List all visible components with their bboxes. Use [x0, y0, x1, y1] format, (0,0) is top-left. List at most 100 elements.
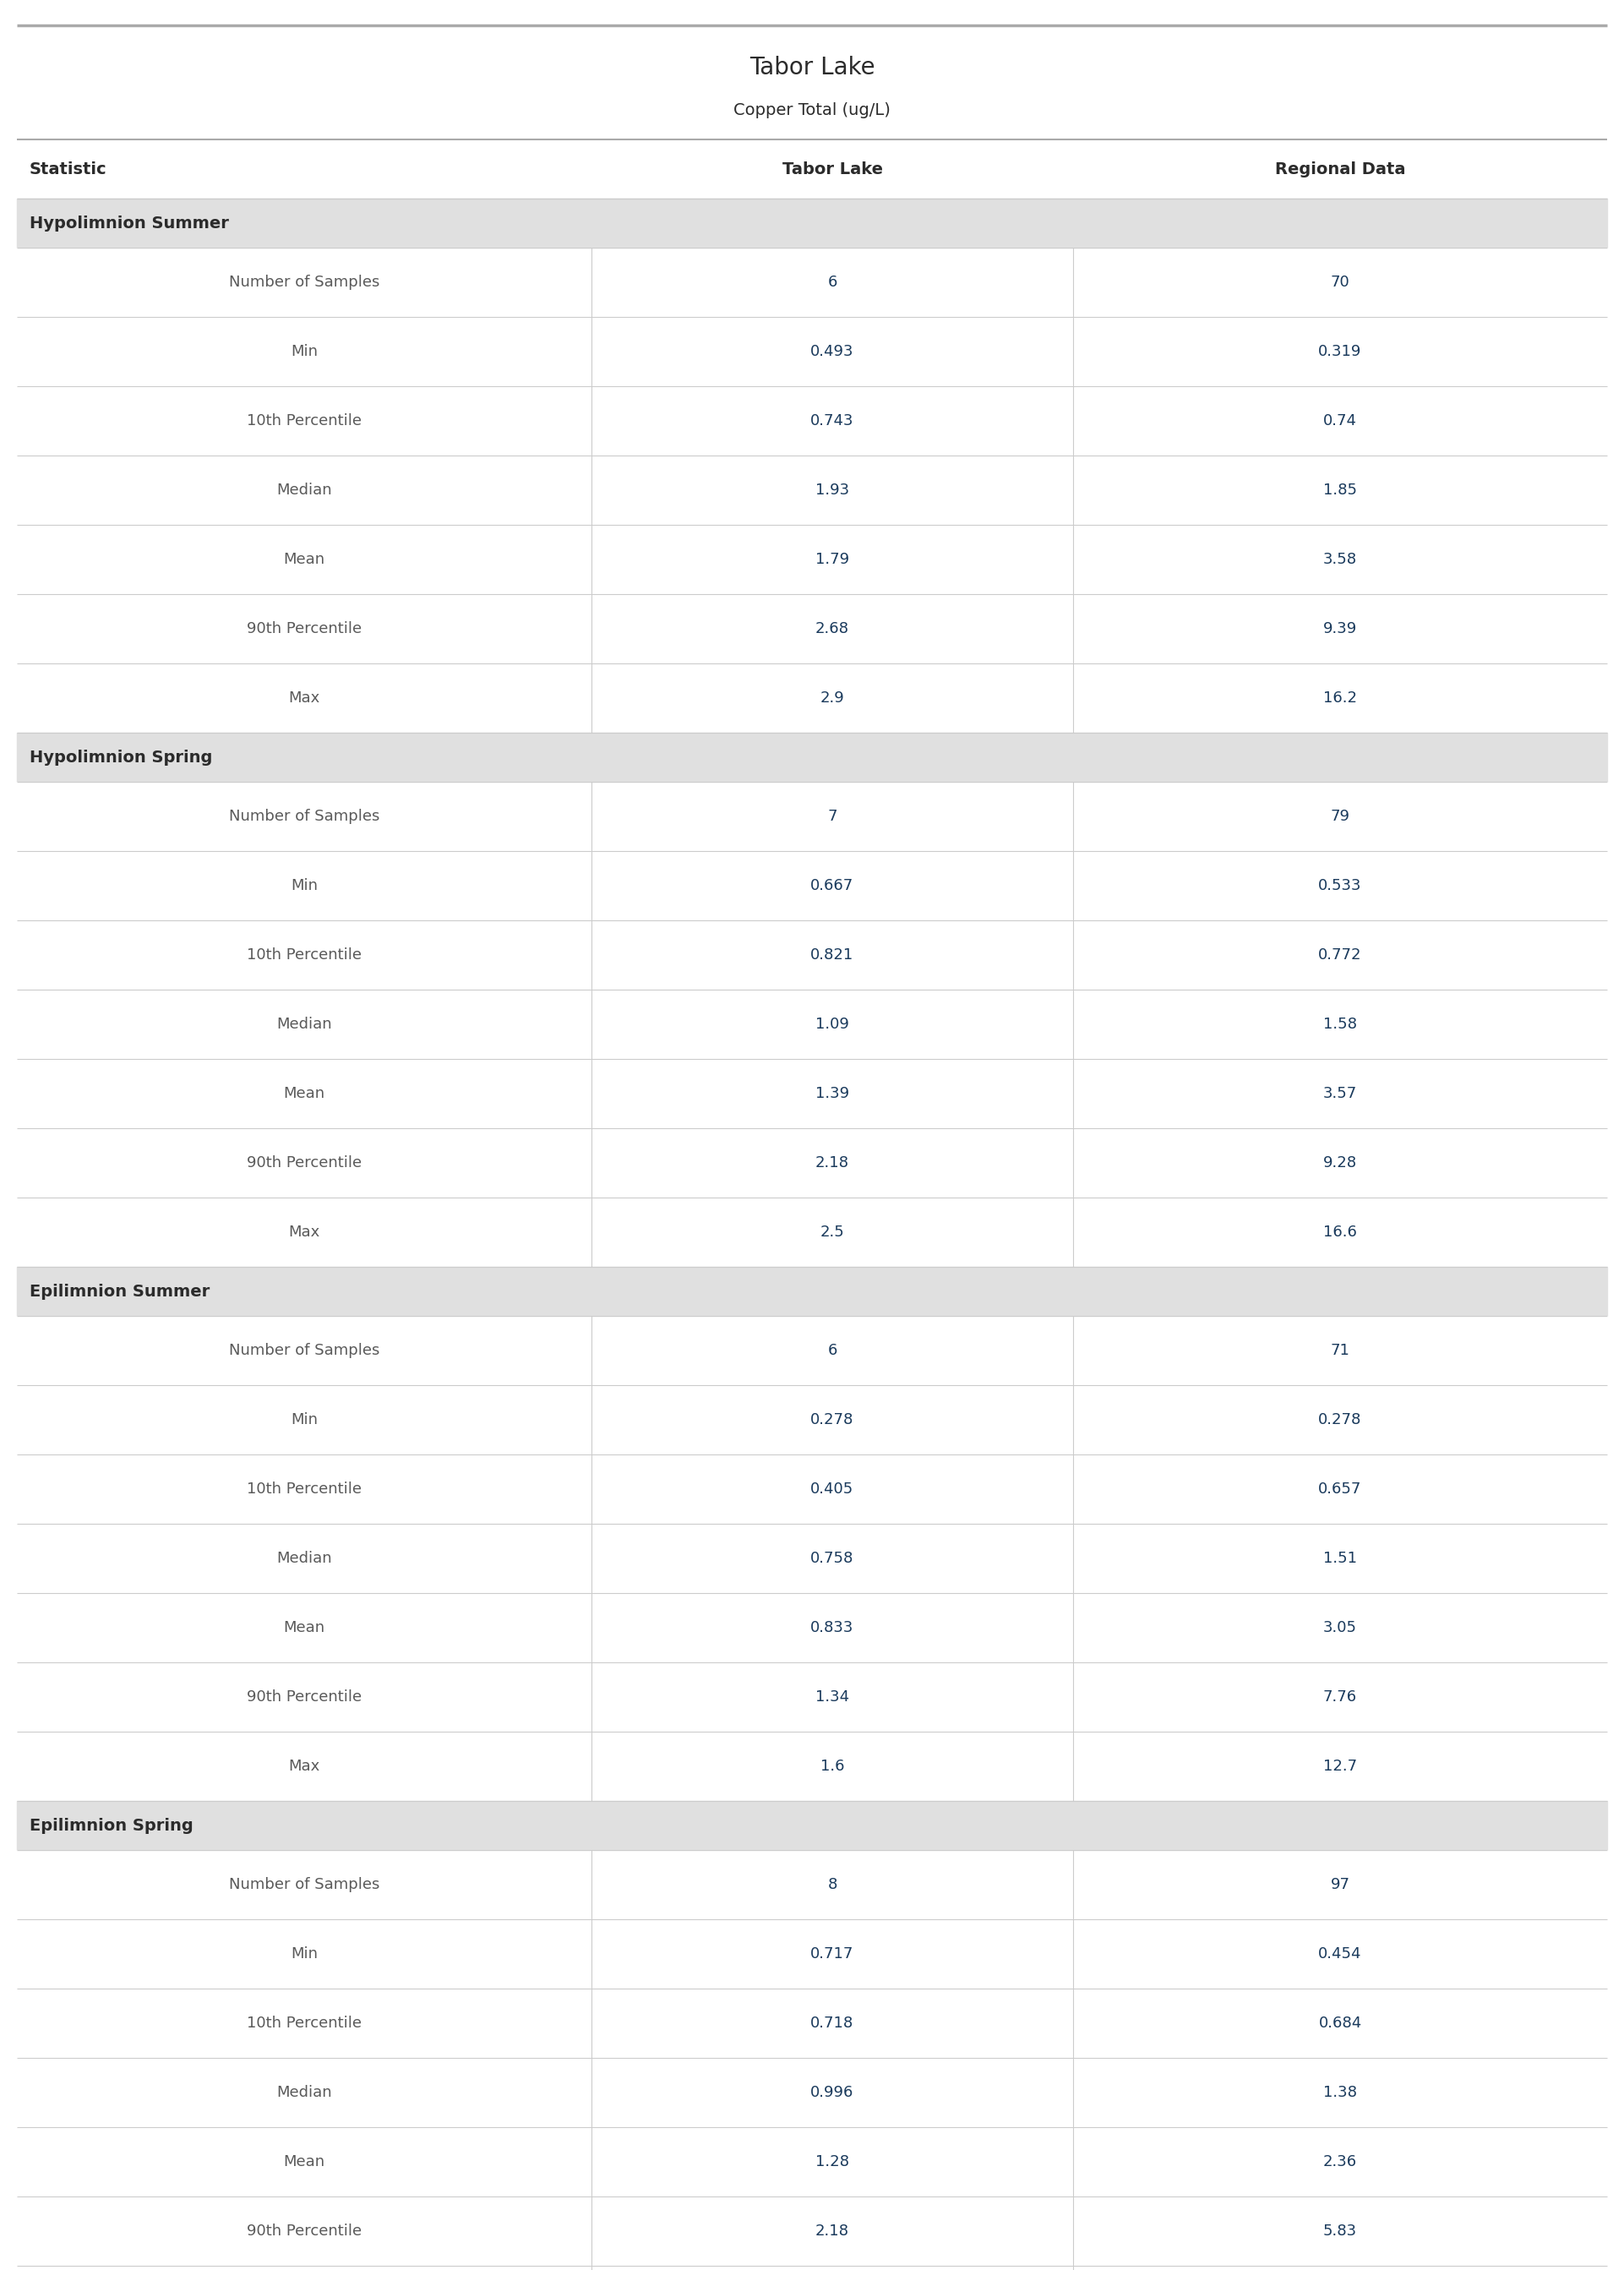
Text: 1.51: 1.51: [1324, 1550, 1358, 1566]
Text: 1.38: 1.38: [1324, 2084, 1358, 2100]
Text: 2.68: 2.68: [815, 622, 849, 636]
Bar: [16, 1128, 1608, 1199]
Text: 0.657: 0.657: [1319, 1482, 1363, 1496]
Bar: [16, 733, 1608, 781]
Text: 1.85: 1.85: [1324, 484, 1358, 497]
Text: 2.36: 2.36: [1324, 2154, 1358, 2170]
Text: 0.717: 0.717: [810, 1945, 854, 1961]
Text: 1.93: 1.93: [815, 484, 849, 497]
Text: Min: Min: [291, 878, 318, 894]
Bar: [16, 247, 1608, 318]
Text: 3.57: 3.57: [1324, 1085, 1358, 1101]
Text: Regional Data: Regional Data: [1275, 161, 1405, 177]
Text: 0.684: 0.684: [1319, 2016, 1363, 2032]
Text: 7: 7: [827, 808, 836, 824]
Bar: [16, 318, 1608, 386]
Text: 3.58: 3.58: [1324, 552, 1358, 568]
Text: Max: Max: [289, 1759, 320, 1773]
Bar: [16, 1850, 1608, 1918]
Text: 10th Percentile: 10th Percentile: [247, 947, 362, 962]
Bar: [16, 595, 1608, 663]
Bar: [16, 1918, 1608, 1989]
Text: 0.278: 0.278: [810, 1412, 854, 1428]
Text: 0.996: 0.996: [810, 2084, 854, 2100]
Text: 8: 8: [828, 1877, 836, 1893]
Text: Number of Samples: Number of Samples: [229, 1344, 380, 1357]
Bar: [16, 1594, 1608, 1662]
Text: 79: 79: [1330, 808, 1350, 824]
Bar: [16, 1455, 1608, 1523]
Bar: [16, 2127, 1608, 2197]
Text: 2.18: 2.18: [815, 1155, 849, 1171]
Bar: [16, 851, 1608, 919]
Text: 6: 6: [828, 1344, 836, 1357]
Bar: [16, 1989, 1608, 2059]
Bar: [16, 1267, 1608, 1317]
Text: Hypolimnion Summer: Hypolimnion Summer: [29, 216, 229, 232]
Text: Tabor Lake: Tabor Lake: [749, 57, 875, 79]
Text: 90th Percentile: 90th Percentile: [247, 2225, 362, 2238]
Text: 1.6: 1.6: [820, 1759, 844, 1773]
Text: 2.9: 2.9: [820, 690, 844, 706]
Text: 1.39: 1.39: [815, 1085, 849, 1101]
Text: 10th Percentile: 10th Percentile: [247, 1482, 362, 1496]
Text: 16.6: 16.6: [1324, 1224, 1358, 1239]
Text: 1.58: 1.58: [1324, 1017, 1358, 1033]
Text: 9.28: 9.28: [1324, 1155, 1358, 1171]
Bar: [16, 1199, 1608, 1267]
Text: Mean: Mean: [284, 1621, 325, 1634]
Bar: [16, 386, 1608, 456]
Text: 6: 6: [828, 275, 836, 291]
Text: Max: Max: [289, 1224, 320, 1239]
Text: Epilimnion Summer: Epilimnion Summer: [29, 1283, 209, 1298]
Bar: [16, 2059, 1608, 2127]
Bar: [16, 524, 1608, 595]
Text: Mean: Mean: [284, 1085, 325, 1101]
Text: 7.76: 7.76: [1324, 1689, 1358, 1705]
Text: Mean: Mean: [284, 2154, 325, 2170]
Text: 2.5: 2.5: [820, 1224, 844, 1239]
Text: 0.821: 0.821: [810, 947, 854, 962]
Text: 0.743: 0.743: [810, 413, 854, 429]
Text: 0.758: 0.758: [810, 1550, 854, 1566]
Text: Epilimnion Spring: Epilimnion Spring: [29, 1818, 193, 1834]
Text: 71: 71: [1330, 1344, 1350, 1357]
Bar: [16, 1800, 1608, 1850]
Text: Median: Median: [276, 1017, 331, 1033]
Text: 90th Percentile: 90th Percentile: [247, 622, 362, 636]
Text: 1.34: 1.34: [815, 1689, 849, 1705]
Text: Statistic: Statistic: [29, 161, 107, 177]
Text: 90th Percentile: 90th Percentile: [247, 1155, 362, 1171]
Text: Number of Samples: Number of Samples: [229, 275, 380, 291]
Text: 1.09: 1.09: [815, 1017, 849, 1033]
Text: Min: Min: [291, 1412, 318, 1428]
Bar: [16, 781, 1608, 851]
Text: Copper Total (ug/L): Copper Total (ug/L): [734, 102, 890, 118]
Text: Median: Median: [276, 1550, 331, 1566]
Bar: [16, 1058, 1608, 1128]
Bar: [16, 1523, 1608, 1594]
Text: 97: 97: [1330, 1877, 1350, 1893]
Bar: [16, 197, 1608, 247]
Bar: [16, 990, 1608, 1058]
Text: Number of Samples: Number of Samples: [229, 808, 380, 824]
Text: Median: Median: [276, 484, 331, 497]
Bar: [16, 663, 1608, 733]
Text: 0.772: 0.772: [1319, 947, 1363, 962]
Text: 12.7: 12.7: [1324, 1759, 1358, 1773]
Text: 9.39: 9.39: [1324, 622, 1358, 636]
Bar: [16, 1385, 1608, 1455]
Bar: [16, 2197, 1608, 2265]
Bar: [16, 456, 1608, 524]
Text: 0.533: 0.533: [1319, 878, 1363, 894]
Text: 0.833: 0.833: [810, 1621, 854, 1634]
Text: 0.405: 0.405: [810, 1482, 854, 1496]
Text: Mean: Mean: [284, 552, 325, 568]
Text: 10th Percentile: 10th Percentile: [247, 413, 362, 429]
Text: Hypolimnion Spring: Hypolimnion Spring: [29, 749, 213, 765]
Text: 10th Percentile: 10th Percentile: [247, 2016, 362, 2032]
Text: 0.74: 0.74: [1324, 413, 1358, 429]
Bar: [16, 1662, 1608, 1732]
Text: Number of Samples: Number of Samples: [229, 1877, 380, 1893]
Text: 0.493: 0.493: [810, 345, 854, 359]
